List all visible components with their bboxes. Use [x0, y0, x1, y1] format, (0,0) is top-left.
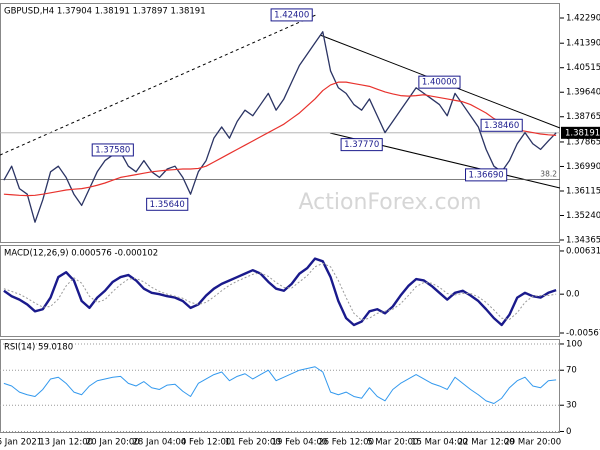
- annotation-label: 1.37580: [95, 145, 130, 155]
- annotation-box: [465, 168, 508, 182]
- annotation-label: 1.37770: [344, 140, 379, 150]
- x-tick-label: 15 Mar 04:00: [411, 438, 468, 448]
- annotation-label: 1.36690: [469, 170, 504, 180]
- y-tick-label: 70: [566, 366, 577, 376]
- x-tick-label: 29 Mar 20:00: [504, 438, 561, 448]
- panel-title: GBPUSD,H4 1.37904 1.38191 1.37897 1.3819…: [4, 7, 206, 17]
- x-tick-label: 13 Jan 12:00: [39, 438, 93, 448]
- annotation-box: [270, 8, 313, 22]
- price-panel: [0, 3, 560, 243]
- trend-line: [0, 13, 319, 156]
- y-tick-label: -0.005671: [566, 329, 600, 339]
- y-tick-label: 1.36990: [566, 162, 600, 172]
- annotation-label: 1.38460: [484, 121, 519, 131]
- annotation-box: [91, 143, 134, 157]
- x-tick-label: 5 Mar 20:00: [367, 438, 418, 448]
- series-line: [3, 31, 557, 223]
- y-tick-label: 0.00631: [566, 246, 600, 256]
- x-tick-label: 28 Jan 04:00: [133, 438, 187, 448]
- y-tick-label: 0.0: [566, 290, 580, 300]
- annotation-label: 1.35640: [150, 200, 185, 210]
- y-tick-label: 1.38765: [566, 112, 600, 122]
- y-tick-label: 1.40515: [566, 63, 600, 73]
- level-label: 38.2: [540, 170, 557, 179]
- x-tick-label: 22 Mar 12:00: [458, 438, 515, 448]
- y-tick-label: 30: [566, 401, 577, 411]
- annotation-box: [480, 118, 523, 132]
- y-tick-label: 1.34365: [566, 236, 600, 246]
- y-tick-label: 1.37865: [566, 137, 600, 147]
- y-tick-label: 1.42290: [566, 13, 600, 23]
- series-line: [3, 366, 557, 404]
- series-line: [3, 262, 557, 321]
- last-price-box: [561, 126, 600, 139]
- annotation-box: [340, 138, 383, 152]
- watermark: ActionForex.com: [299, 190, 482, 215]
- x-tick-label: 11 Feb 20:00: [225, 438, 281, 448]
- y-tick-label: 1.35240: [566, 211, 600, 221]
- x-tick-label: 20 Jan 20:00: [86, 438, 140, 448]
- y-tick-label: 0: [566, 427, 571, 437]
- macd-panel: [0, 245, 560, 337]
- x-tick-label: 19 Feb 04:00: [272, 438, 328, 448]
- y-tick-label: 100: [566, 339, 582, 349]
- panel-title: RSI(14) 59.0180: [4, 343, 73, 353]
- y-tick-label: 1.41390: [566, 39, 600, 49]
- annotation-label: 1.40000: [422, 78, 457, 88]
- y-tick-label: 1.39640: [566, 88, 600, 98]
- annotation-box: [418, 75, 461, 89]
- last-price-label: 1.38191: [565, 128, 600, 138]
- annotation-label: 1.42400: [274, 10, 309, 20]
- series-line: [3, 257, 557, 327]
- x-tick-label: 26 Feb 12:00: [318, 438, 374, 448]
- x-tick-label: 6 Jan 2021: [0, 438, 42, 448]
- x-tick-label: 4 Feb 12:00: [181, 438, 231, 448]
- rsi-panel: [0, 339, 560, 433]
- y-tick-label: 1.36115: [566, 186, 600, 196]
- panel-title: MACD(12,26,9) 0.000576 -0.000102: [4, 249, 158, 259]
- series-line: [3, 81, 557, 197]
- annotation-box: [146, 197, 189, 211]
